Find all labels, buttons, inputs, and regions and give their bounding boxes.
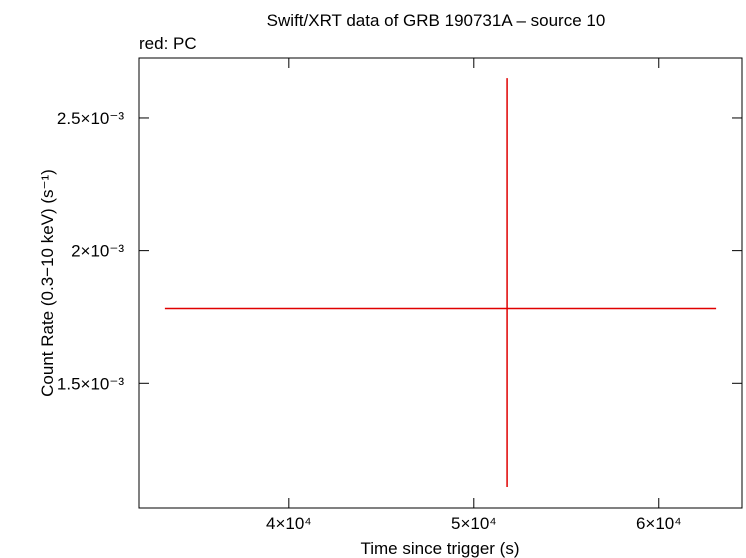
chart-title: Swift/XRT data of GRB 190731A – source 1… xyxy=(267,11,606,30)
x-tick-label: 5×10⁴ xyxy=(451,514,497,533)
plot-frame xyxy=(138,57,743,509)
y-tick-label: 2×10⁻³ xyxy=(71,242,124,261)
y-axis-label: Count Rate (0.3−10 keV) (s⁻¹) xyxy=(38,169,57,397)
x-tick-label: 4×10⁴ xyxy=(266,514,312,533)
y-tick-label: 1.5×10⁻³ xyxy=(57,374,124,393)
chart-subtitle: red: PC xyxy=(139,34,197,53)
x-axis-label: Time since trigger (s) xyxy=(360,539,519,558)
y-tick-label: 2.5×10⁻³ xyxy=(57,109,124,128)
x-tick-label: 6×10⁴ xyxy=(636,514,682,533)
